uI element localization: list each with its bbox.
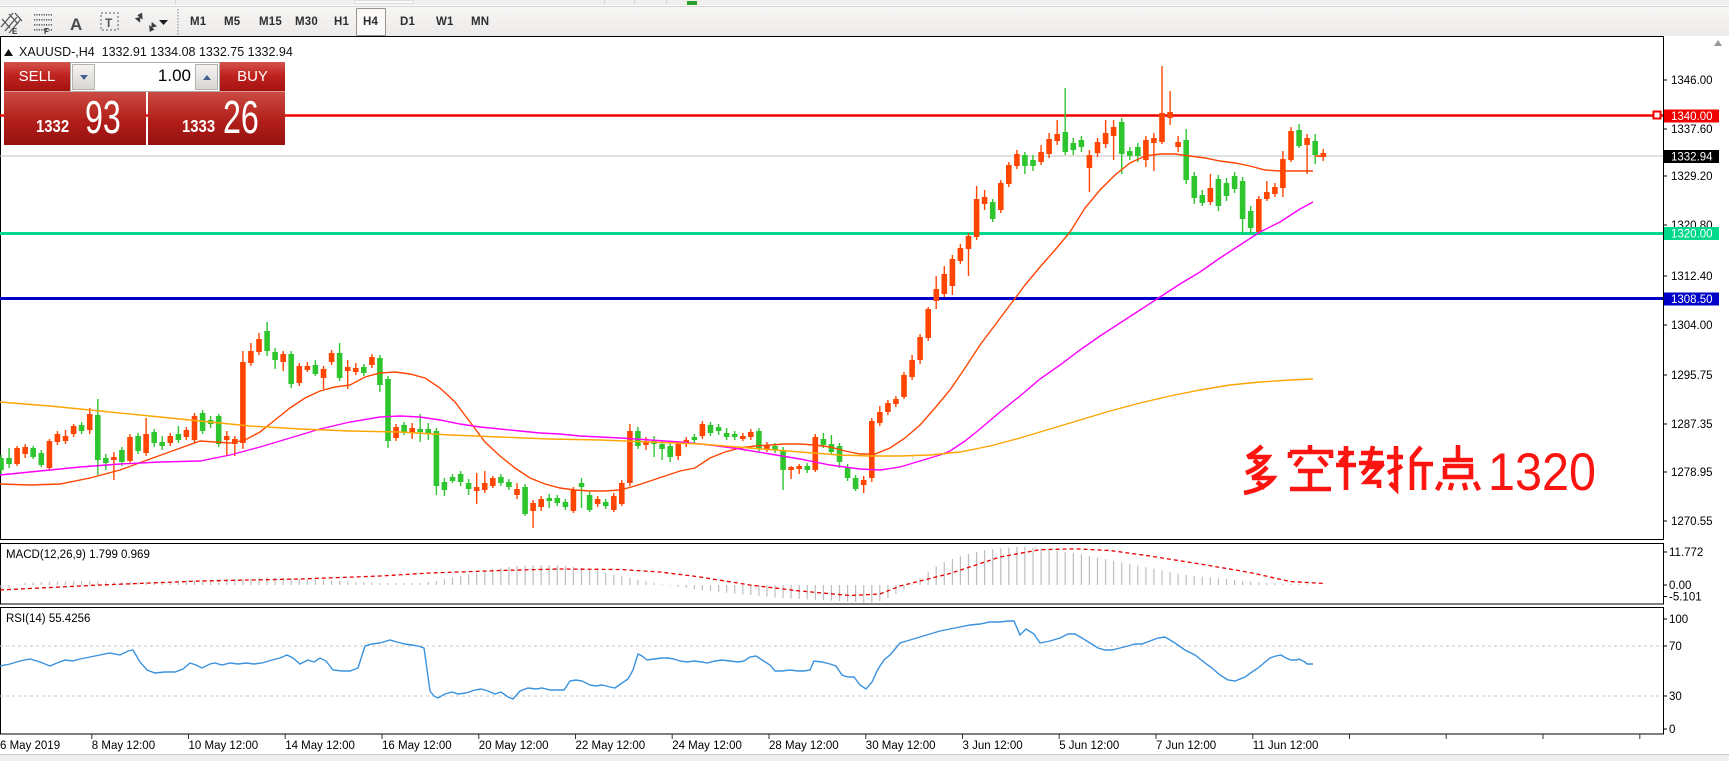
svg-text:0.00: 0.00 [1669,580,1691,592]
svg-text:1332.94: 1332.94 [1671,152,1713,164]
svg-text:1270.55: 1270.55 [1671,516,1713,528]
svg-text:11 Jun 12:00: 11 Jun 12:00 [1253,740,1319,752]
svg-text:0: 0 [1669,724,1675,736]
svg-text:-5.101: -5.101 [1669,592,1702,604]
svg-text:3 Jun 12:00: 3 Jun 12:00 [963,740,1023,752]
svg-text:1312.40: 1312.40 [1671,271,1713,283]
svg-text:XAUUSD-,H4 1332.91 1334.08 13: XAUUSD-,H4 1332.91 1334.08 1332.75 1332.… [19,45,293,59]
svg-text:100: 100 [1669,614,1688,626]
svg-text:8 May 12:00: 8 May 12:00 [92,740,155,752]
svg-text:11.772: 11.772 [1669,547,1703,559]
svg-text:F: F [44,27,49,36]
svg-text:1287.35: 1287.35 [1671,419,1713,431]
svg-text:16 May 12:00: 16 May 12:00 [382,740,452,752]
svg-text:22 May 12:00: 22 May 12:00 [576,740,646,752]
svg-text:1340.00: 1340.00 [1671,111,1713,123]
svg-text:5 Jun 12:00: 5 Jun 12:00 [1059,740,1119,752]
svg-text:1295.75: 1295.75 [1671,370,1713,382]
svg-text:1320.00: 1320.00 [1671,229,1713,241]
svg-text:1278.95: 1278.95 [1671,467,1713,479]
svg-text:RSI(14) 55.4256: RSI(14) 55.4256 [6,613,90,625]
svg-text:70: 70 [1669,641,1682,653]
svg-text:30 May 12:00: 30 May 12:00 [866,740,936,752]
svg-text:1329.20: 1329.20 [1671,171,1713,183]
svg-text:6 May 2019: 6 May 2019 [0,740,60,752]
svg-text:24 May 12:00: 24 May 12:00 [672,740,742,752]
svg-text:14 May 12:00: 14 May 12:00 [285,740,355,752]
svg-text:A: A [70,15,82,34]
svg-text:1308.50: 1308.50 [1671,294,1713,306]
svg-text:20 May 12:00: 20 May 12:00 [479,740,549,752]
svg-text:1320: 1320 [1488,443,1596,502]
svg-text:30: 30 [1669,691,1682,703]
svg-text:1337.60: 1337.60 [1671,124,1713,136]
svg-text:1346.00: 1346.00 [1671,75,1713,87]
svg-text:T: T [105,16,113,30]
svg-text:10 May 12:00: 10 May 12:00 [189,740,259,752]
svg-text:MACD(12,26,9) 1.799 0.969: MACD(12,26,9) 1.799 0.969 [6,549,150,561]
svg-text:1304.00: 1304.00 [1671,320,1713,332]
svg-text:28 May 12:00: 28 May 12:00 [769,740,839,752]
svg-text:E: E [12,27,18,36]
svg-text:7 Jun 12:00: 7 Jun 12:00 [1156,740,1216,752]
